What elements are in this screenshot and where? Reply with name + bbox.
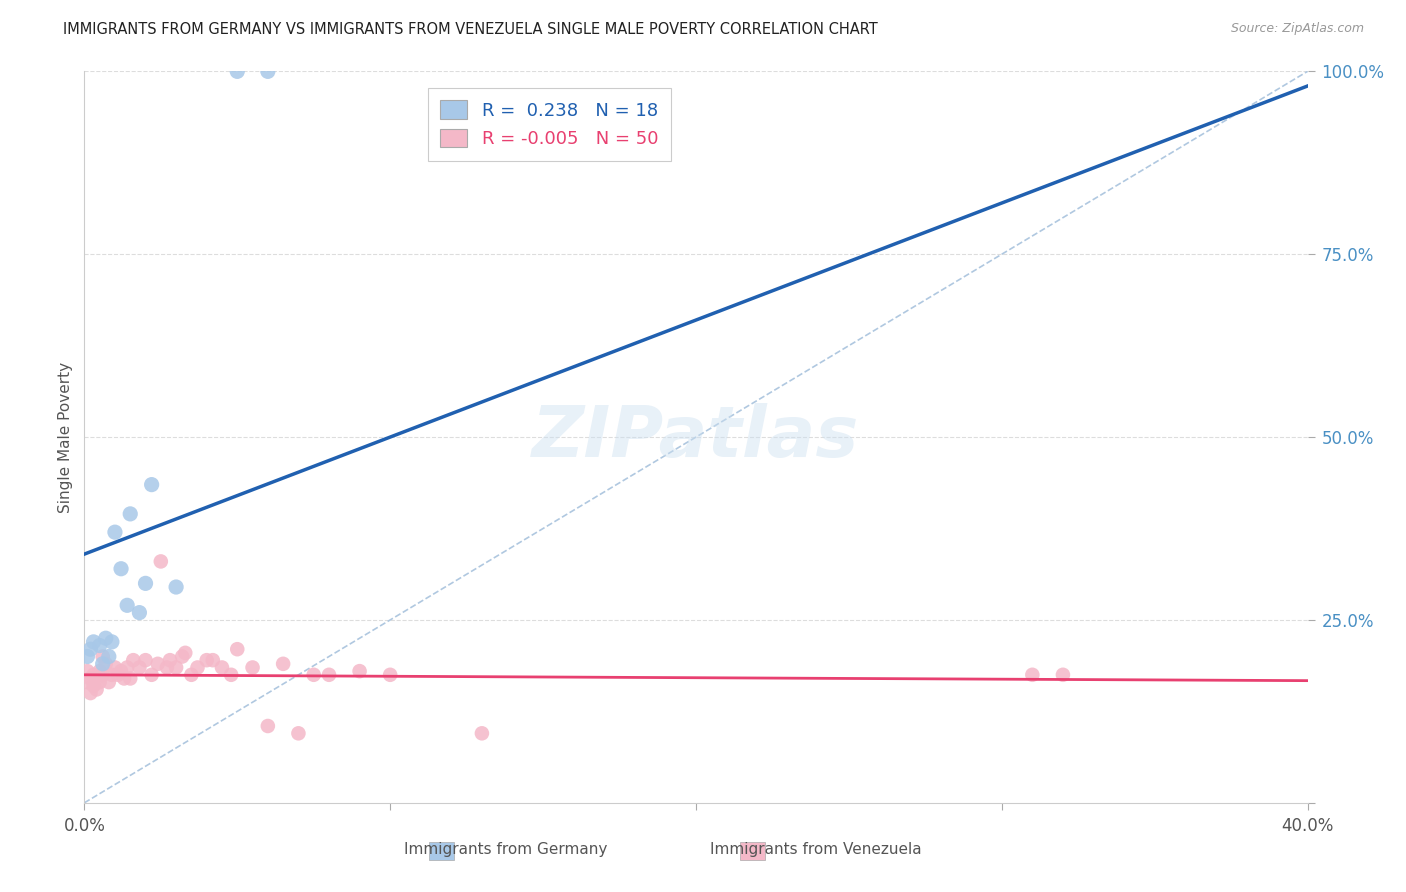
Point <box>1021 667 1043 681</box>
Point <box>83 679 105 693</box>
Y-axis label: Single Male Poverty: Single Male Poverty <box>58 361 73 513</box>
Point <box>159 653 181 667</box>
Text: IMMIGRANTS FROM GERMANY VS IMMIGRANTS FROM VENEZUELA SINGLE MALE POVERTY CORRELA: IMMIGRANTS FROM GERMANY VS IMMIGRANTS FR… <box>63 22 877 37</box>
Point <box>91 657 114 671</box>
Point <box>186 660 208 674</box>
Point <box>94 657 117 671</box>
Point <box>120 672 142 686</box>
Point <box>120 507 142 521</box>
Point <box>380 667 402 681</box>
Point <box>76 649 98 664</box>
Point <box>83 635 105 649</box>
Point <box>79 686 101 700</box>
Point <box>172 649 194 664</box>
Text: Immigrants from Germany: Immigrants from Germany <box>405 842 607 856</box>
Text: Source: ZipAtlas.com: Source: ZipAtlas.com <box>1230 22 1364 36</box>
Point <box>107 667 129 681</box>
Point <box>94 632 117 646</box>
Point <box>141 667 163 681</box>
Point <box>101 667 124 681</box>
Text: Immigrants from Venezuela: Immigrants from Venezuela <box>710 842 921 856</box>
Point <box>349 664 371 678</box>
Point <box>122 653 145 667</box>
Point <box>101 635 124 649</box>
Point <box>112 672 135 686</box>
Point <box>201 653 224 667</box>
Point <box>195 653 218 667</box>
Point <box>89 639 111 653</box>
Point <box>89 664 111 678</box>
Point <box>257 719 280 733</box>
Point <box>128 606 150 620</box>
Point <box>302 667 325 681</box>
Point <box>79 642 101 657</box>
Point <box>86 672 108 686</box>
Point <box>97 675 120 690</box>
Point <box>318 667 340 681</box>
Point <box>141 477 163 491</box>
Point <box>471 726 494 740</box>
Point <box>76 675 98 690</box>
Point <box>211 660 233 674</box>
Point <box>115 599 138 613</box>
Point <box>128 660 150 674</box>
Point <box>287 726 309 740</box>
Point <box>149 554 172 568</box>
Point <box>156 660 179 674</box>
Point <box>79 672 101 686</box>
Point <box>226 64 249 78</box>
Point <box>257 64 280 78</box>
Point <box>83 667 105 681</box>
Text: ZIPatlas: ZIPatlas <box>533 402 859 472</box>
Point <box>226 642 249 657</box>
Point <box>91 667 114 681</box>
Point <box>110 562 132 576</box>
Point <box>76 664 98 678</box>
Point <box>174 646 197 660</box>
Point <box>110 664 132 678</box>
Point <box>104 525 127 540</box>
Point <box>97 649 120 664</box>
Point <box>165 580 187 594</box>
Point <box>115 660 138 674</box>
Point <box>1052 667 1074 681</box>
Point <box>165 660 187 674</box>
Point <box>219 667 242 681</box>
Point <box>180 667 202 681</box>
Point <box>104 660 127 674</box>
Point <box>86 682 108 697</box>
Point <box>91 649 114 664</box>
Point <box>146 657 169 671</box>
Legend: R =  0.238   N = 18, R = -0.005   N = 50: R = 0.238 N = 18, R = -0.005 N = 50 <box>427 87 671 161</box>
Point <box>89 675 111 690</box>
Point <box>135 576 157 591</box>
Point <box>271 657 294 671</box>
Point <box>242 660 264 674</box>
Point <box>135 653 157 667</box>
